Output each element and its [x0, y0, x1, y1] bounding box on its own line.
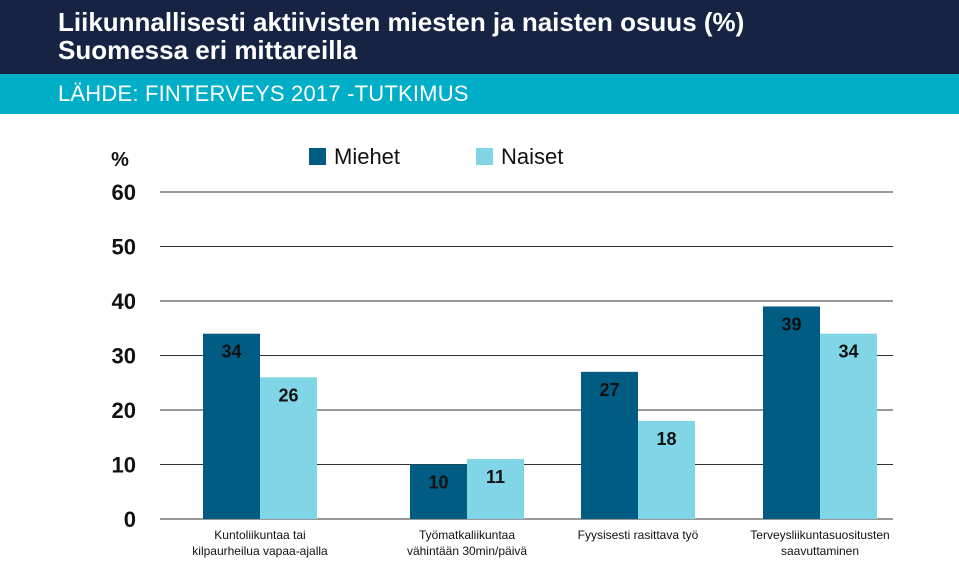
category-labels: Kuntoliikuntaa tai kilpaurheilua vapaa-aj… — [192, 528, 889, 558]
source-label: LÄHDE: FINTERVEYS 2017 -TUTKIMUS — [58, 81, 469, 106]
bar-naiset-1 — [467, 459, 524, 519]
title-line-1: Liikunnallisesti aktiivisten miesten ja … — [58, 7, 745, 37]
bars — [203, 306, 877, 519]
y-unit-label: % — [111, 149, 129, 171]
bar-miehet-2 — [581, 371, 638, 519]
legend: Miehet Naiset — [309, 144, 563, 169]
data-label-miehet-3: 39 — [781, 314, 801, 334]
data-label-naiset-0: 26 — [278, 385, 298, 405]
y-tick-10: 10 — [112, 453, 136, 478]
bar-naiset-2 — [638, 420, 695, 519]
y-tick-60: 60 — [112, 180, 136, 205]
y-tick-0: 0 — [124, 507, 136, 532]
y-tick-40: 40 — [112, 289, 136, 314]
title-bar: Liikunnallisesti aktiivisten miesten ja … — [0, 0, 959, 74]
y-axis: % 0 10 20 30 40 50 60 — [111, 149, 136, 532]
data-label-naiset-2: 18 — [656, 429, 676, 449]
data-label-miehet-2: 27 — [599, 380, 619, 400]
chart-title: Liikunnallisesti aktiivisten miesten ja … — [58, 8, 744, 64]
data-label-miehet-1: 10 — [428, 473, 448, 493]
category-label-line: kilpaurheilua vapaa-ajalla — [192, 544, 328, 558]
category-label-3: Terveysliikuntasuositusten saavuttaminen — [750, 528, 889, 558]
bar-miehet-3 — [763, 306, 820, 519]
y-tick-20: 20 — [112, 398, 136, 423]
category-label-0: Kuntoliikuntaa tai kilpaurheilua vapaa-aj… — [192, 528, 328, 558]
bar-miehet-0 — [203, 333, 260, 519]
category-label-2: Fyysisesti rasittava työ — [578, 528, 699, 542]
bar-chart: % 0 10 20 30 40 50 60 Miehet Naiset 34 26 10 11 27… — [111, 144, 893, 558]
bar-naiset-3 — [820, 333, 877, 519]
category-label-line: vähintään 30min/päivä — [407, 544, 527, 558]
legend-swatch-miehet — [309, 148, 326, 165]
category-label-line: Fyysisesti rasittava työ — [578, 528, 699, 542]
data-label-naiset-1: 11 — [486, 467, 505, 487]
title-line-2: Suomessa eri mittareilla — [58, 35, 358, 65]
bar-miehet-1 — [410, 464, 467, 519]
source-bar: LÄHDE: FINTERVEYS 2017 -TUTKIMUS — [0, 74, 959, 114]
category-label-line: Kuntoliikuntaa tai — [214, 528, 305, 542]
category-label-1: Työmatkaliikuntaa vähintään 30min/päivä — [407, 528, 527, 558]
category-label-line: Terveysliikuntasuositusten — [750, 528, 889, 542]
data-label-naiset-3: 34 — [838, 342, 858, 362]
legend-swatch-naiset — [476, 148, 493, 165]
data-label-miehet-0: 34 — [221, 342, 241, 362]
category-label-line: saavuttaminen — [781, 544, 859, 558]
y-tick-50: 50 — [112, 235, 136, 260]
legend-label-naiset: Naiset — [501, 144, 563, 169]
data-labels: 34 26 10 11 27 18 39 34 — [221, 314, 858, 492]
category-label-line: Työmatkaliikuntaa — [419, 528, 515, 542]
bar-naiset-0 — [260, 377, 317, 519]
y-tick-30: 30 — [112, 344, 136, 369]
legend-label-miehet: Miehet — [334, 144, 400, 169]
